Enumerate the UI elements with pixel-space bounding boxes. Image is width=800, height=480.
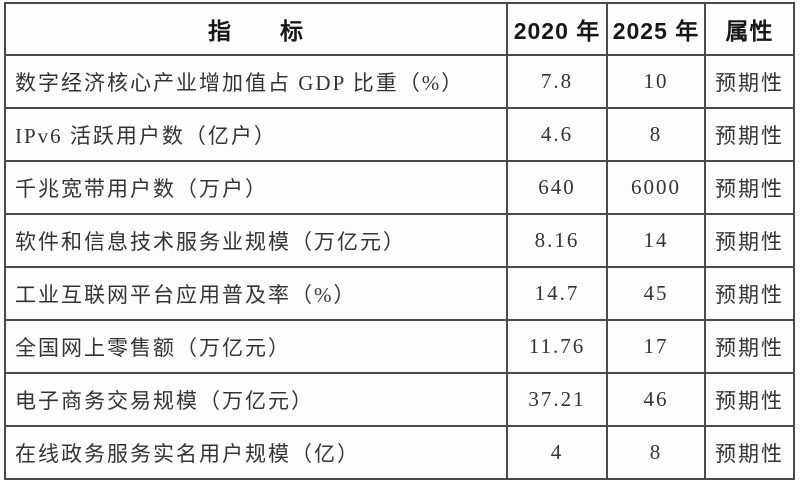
indicators-table: 指 标 2020 年 2025 年 属性 数字经济核心产业增加值占 GDP 比重… bbox=[4, 2, 795, 480]
value-2025-cell: 45 bbox=[606, 266, 706, 321]
table-header: 指 标 2020 年 2025 年 属性 bbox=[4, 2, 795, 56]
header-indicator: 指 标 bbox=[4, 2, 508, 56]
table-row: 千兆宽带用户数（万户） 640 6000 预期性 bbox=[4, 160, 795, 215]
indicator-cell: 电子商务交易规模（万亿元） bbox=[4, 372, 508, 427]
value-2020-cell: 640 bbox=[506, 160, 608, 215]
table-row: 电子商务交易规模（万亿元） 37.21 46 预期性 bbox=[4, 372, 795, 427]
header-row: 指 标 2020 年 2025 年 属性 bbox=[4, 2, 795, 56]
value-2020-cell: 4 bbox=[506, 425, 608, 480]
indicator-cell: 千兆宽带用户数（万户） bbox=[4, 160, 508, 215]
indicator-cell: IPv6 活跃用户数（亿户） bbox=[4, 107, 508, 162]
indicator-cell: 数字经济核心产业增加值占 GDP 比重（%） bbox=[4, 54, 508, 109]
attribute-cell: 预期性 bbox=[704, 107, 795, 162]
attribute-cell: 预期性 bbox=[704, 372, 795, 427]
value-2025-cell: 46 bbox=[606, 372, 706, 427]
indicator-cell: 工业互联网平台应用普及率（%） bbox=[4, 266, 508, 321]
value-2020-cell: 37.21 bbox=[506, 372, 608, 427]
indicator-cell: 软件和信息技术服务业规模（万亿元） bbox=[4, 213, 508, 268]
table-row: 在线政务服务实名用户规模（亿） 4 8 预期性 bbox=[4, 425, 795, 480]
table-row: 数字经济核心产业增加值占 GDP 比重（%） 7.8 10 预期性 bbox=[4, 54, 795, 109]
value-2025-cell: 6000 bbox=[606, 160, 706, 215]
header-2020: 2020 年 bbox=[506, 2, 608, 56]
attribute-cell: 预期性 bbox=[704, 266, 795, 321]
value-2020-cell: 14.7 bbox=[506, 266, 608, 321]
value-2025-cell: 17 bbox=[606, 319, 706, 374]
value-2025-cell: 10 bbox=[606, 54, 706, 109]
header-2025: 2025 年 bbox=[606, 2, 706, 56]
attribute-cell: 预期性 bbox=[704, 319, 795, 374]
table-row: 全国网上零售额（万亿元） 11.76 17 预期性 bbox=[4, 319, 795, 374]
value-2025-cell: 14 bbox=[606, 213, 706, 268]
value-2020-cell: 8.16 bbox=[506, 213, 608, 268]
attribute-cell: 预期性 bbox=[704, 213, 795, 268]
value-2020-cell: 4.6 bbox=[506, 107, 608, 162]
value-2025-cell: 8 bbox=[606, 425, 706, 480]
indicator-cell: 在线政务服务实名用户规模（亿） bbox=[4, 425, 508, 480]
attribute-cell: 预期性 bbox=[704, 425, 795, 480]
table-row: 软件和信息技术服务业规模（万亿元） 8.16 14 预期性 bbox=[4, 213, 795, 268]
value-2020-cell: 7.8 bbox=[506, 54, 608, 109]
attribute-cell: 预期性 bbox=[704, 160, 795, 215]
table-row: IPv6 活跃用户数（亿户） 4.6 8 预期性 bbox=[4, 107, 795, 162]
header-attribute: 属性 bbox=[704, 2, 795, 56]
indicator-cell: 全国网上零售额（万亿元） bbox=[4, 319, 508, 374]
table-row: 工业互联网平台应用普及率（%） 14.7 45 预期性 bbox=[4, 266, 795, 321]
attribute-cell: 预期性 bbox=[704, 54, 795, 109]
table-body: 数字经济核心产业增加值占 GDP 比重（%） 7.8 10 预期性 IPv6 活… bbox=[4, 54, 795, 480]
value-2020-cell: 11.76 bbox=[506, 319, 608, 374]
value-2025-cell: 8 bbox=[606, 107, 706, 162]
